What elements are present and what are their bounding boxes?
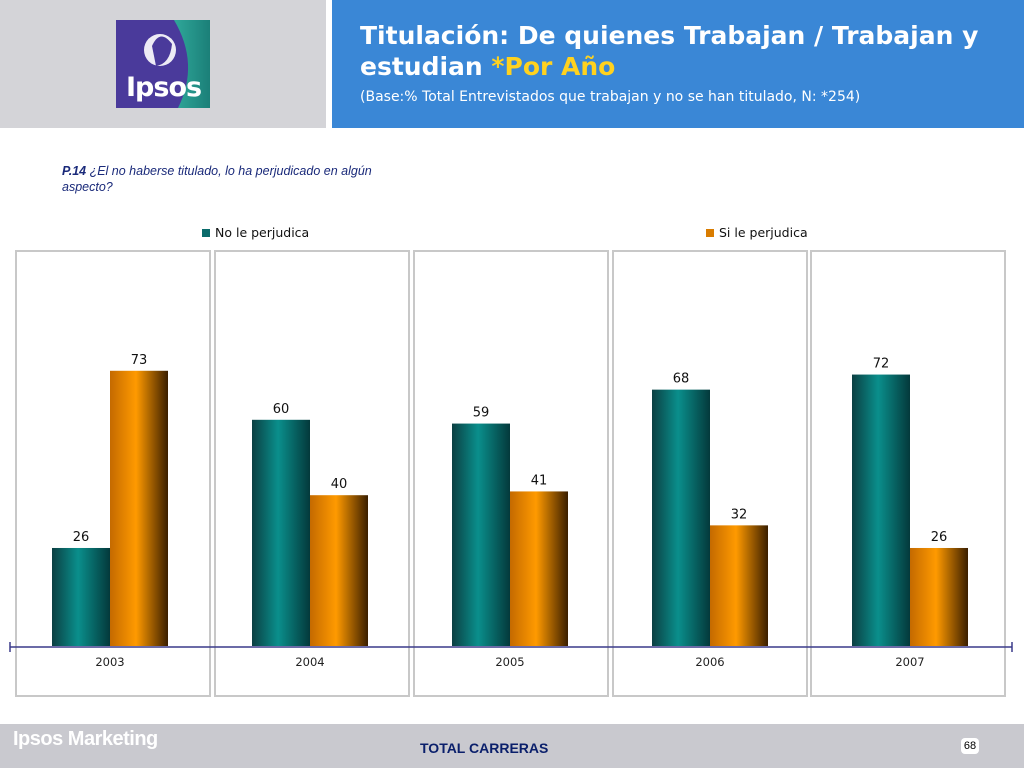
- x-tick-label-2006: 2006: [695, 655, 724, 669]
- legend-swatch-orange: [706, 228, 714, 237]
- logo-text: Ipsos: [126, 72, 202, 103]
- bar-si-le-perjudica-2005: [510, 491, 568, 646]
- question-body: ¿El no haberse titulado, lo ha perjudica…: [62, 164, 372, 194]
- header-divider: [326, 0, 332, 128]
- page-title: Titulación: De quienes Trabajan / Trabaj…: [360, 20, 1000, 82]
- page-subtitle: (Base:% Total Entrevistados que trabajan…: [360, 89, 861, 105]
- data-label-no-le-perjudica-2006: 68: [673, 372, 690, 387]
- data-label-no-le-perjudica-2007: 72: [873, 357, 890, 372]
- bar-si-le-perjudica-2007: [910, 547, 968, 646]
- bar-no-le-perjudica-2007: [852, 374, 910, 646]
- footer-section-label: TOTAL CARRERAS: [420, 740, 549, 756]
- bar-no-le-perjudica-2006: [652, 389, 710, 646]
- data-label-si-le-perjudica-2003: 73: [131, 353, 148, 368]
- legend-si-le-perjudica: Si le perjudica: [706, 225, 808, 240]
- data-label-no-le-perjudica-2005: 59: [473, 406, 490, 421]
- bar-no-le-perjudica-2003: [52, 547, 110, 646]
- legend-label: No le perjudica: [215, 225, 310, 240]
- legend-no-le-perjudica: No le perjudica: [202, 225, 309, 240]
- legend-label: Si le perjudica: [719, 225, 808, 240]
- x-tick-label-2004: 2004: [295, 655, 324, 669]
- data-label-si-le-perjudica-2007: 26: [931, 530, 948, 545]
- x-tick-label-2005: 2005: [495, 655, 524, 669]
- bars-group: 26 73 60 40 59 41 68 32 72 26: [52, 353, 968, 646]
- footer-bar: [0, 724, 1024, 768]
- logo-graphic: [116, 20, 210, 108]
- ipsos-logo: Ipsos: [116, 20, 210, 108]
- bar-no-le-perjudica-2005: [452, 423, 510, 646]
- footer-brand: Ipsos Marketing: [13, 728, 158, 750]
- question-text: P.14 ¿El no haberse titulado, lo ha perj…: [62, 163, 392, 195]
- header-title-area: [332, 0, 1024, 128]
- page-number: 68: [961, 738, 979, 754]
- question-code: P.14: [62, 164, 87, 178]
- bar-si-le-perjudica-2004: [310, 495, 368, 646]
- title-accent: *Por Año: [491, 52, 616, 81]
- data-label-si-le-perjudica-2004: 40: [331, 477, 348, 492]
- data-label-si-le-perjudica-2005: 41: [531, 473, 548, 488]
- bar-si-le-perjudica-2006: [710, 525, 768, 646]
- data-label-no-le-perjudica-2004: 60: [273, 402, 290, 417]
- x-tick-labels: 2003 2004 2005 2006 2007: [95, 655, 924, 669]
- x-tick-label-2003: 2003: [95, 655, 124, 669]
- data-label-no-le-perjudica-2003: 26: [73, 530, 90, 545]
- data-label-si-le-perjudica-2006: 32: [731, 507, 748, 522]
- bar-no-le-perjudica-2004: [252, 419, 310, 646]
- bar-si-le-perjudica-2003: [110, 370, 168, 646]
- legend-swatch-teal: [202, 228, 210, 237]
- x-tick-label-2007: 2007: [895, 655, 924, 669]
- title-main: Titulación: De quienes Trabajan / Trabaj…: [360, 21, 979, 81]
